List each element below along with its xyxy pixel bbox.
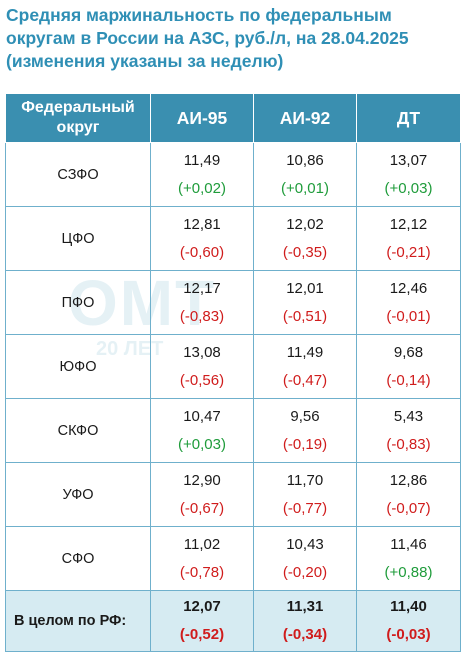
table-row: УФО 12,90 (-0,67) 11,70 (-0,77) 12,86 (-0,07) (5, 462, 461, 527)
total-label: В целом по РФ: (5, 590, 151, 652)
cell-dt: 5,43 (-0,83) (356, 398, 461, 463)
cell-ai92: 12,01 (-0,51) (253, 270, 357, 335)
region-name: ЮФО (5, 334, 151, 399)
cell-ai92: 10,43 (-0,20) (253, 526, 357, 591)
table-row: СЗФО 11,49 (+0,02) 10,86 (+0,01) 13,07 (+0,03) (5, 142, 461, 207)
weekly-change: (+0,03) (178, 435, 226, 453)
table-row: СКФО 10,47 (+0,03) 9,56 (-0,19) 5,43 (-0,83) (5, 398, 461, 463)
header-dt: ДТ (356, 93, 461, 143)
weekly-change: (-0,35) (282, 243, 328, 261)
cell-ai92: 10,86 (+0,01) (253, 142, 357, 207)
weekly-change: (-0,78) (179, 563, 225, 581)
weekly-change: (-0,83) (179, 307, 225, 325)
weekly-change: (-0,19) (282, 435, 328, 453)
weekly-change: (+0,02) (178, 179, 226, 197)
weekly-change: (-0,20) (282, 563, 328, 581)
margin-value: 12,07 (183, 598, 221, 615)
margin-value: 11,40 (390, 598, 427, 615)
cell-ai92: 11,49 (-0,47) (253, 334, 357, 399)
region-name: ЦФО (5, 206, 151, 271)
margin-value: 12,81 (183, 215, 221, 233)
margin-value: 12,12 (389, 215, 428, 233)
cell-ai95: 10,47 (+0,03) (150, 398, 254, 463)
header-ai95: АИ-95 (150, 93, 254, 143)
margin-value: 12,90 (183, 471, 221, 489)
margin-value: 5,43 (393, 407, 424, 425)
margin-value: 12,02 (286, 215, 324, 233)
weekly-change: (-0,47) (282, 371, 328, 389)
margin-value: 12,17 (183, 279, 221, 297)
table-row: СФО 11,02 (-0,78) 10,43 (-0,20) 11,46 (+0,88) (5, 526, 461, 591)
margin-value: 10,43 (286, 535, 324, 553)
margin-value: 11,49 (183, 151, 221, 169)
margin-value: 10,86 (286, 151, 324, 169)
margin-value: 12,01 (286, 279, 324, 297)
margin-value: 9,68 (393, 343, 424, 361)
cell-ai95: 11,02 (-0,78) (150, 526, 254, 591)
region-name: СЗФО (5, 142, 151, 207)
cell-ai92: 9,56 (-0,19) (253, 398, 357, 463)
weekly-change: (-0,07) (386, 499, 431, 517)
cell-dt: 12,12 (-0,21) (356, 206, 461, 271)
header-ai92: АИ-92 (253, 93, 357, 143)
cell-ai92: 11,31 (-0,34) (253, 590, 357, 652)
header-row: Федеральный округ АИ-95 АИ-92 ДТ (5, 93, 461, 143)
chart-title: Средняя маржинальность по федеральным ок… (6, 5, 409, 71)
weekly-change: (-0,34) (282, 626, 328, 643)
cell-dt: 9,68 (-0,14) (356, 334, 461, 399)
margin-value: 11,31 (286, 598, 324, 615)
header-region: Федеральный округ (5, 93, 151, 143)
weekly-change: (-0,60) (179, 243, 225, 261)
weekly-change: (-0,03) (386, 626, 431, 643)
cell-ai95: 12,90 (-0,67) (150, 462, 254, 527)
margin-value: 12,86 (389, 471, 428, 489)
weekly-change: (+0,88) (384, 563, 433, 581)
margin-value: 10,47 (183, 407, 221, 425)
cell-ai92: 11,70 (-0,77) (253, 462, 357, 527)
weekly-change: (+0,01) (281, 179, 329, 197)
table-row: ЦФО 12,81 (-0,60) 12,02 (-0,35) 12,12 (-0,21) (5, 206, 461, 271)
margin-value: 11,46 (390, 535, 427, 553)
weekly-change: (-0,67) (179, 499, 225, 517)
weekly-change: (-0,51) (282, 307, 328, 325)
region-name: СФО (5, 526, 151, 591)
weekly-change: (-0,21) (386, 243, 431, 261)
cell-dt: 11,46 (+0,88) (356, 526, 461, 591)
cell-dt: 13,07 (+0,03) (356, 142, 461, 207)
margin-value: 11,49 (286, 343, 324, 361)
cell-ai92: 12,02 (-0,35) (253, 206, 357, 271)
margin-value: 12,46 (389, 279, 428, 297)
weekly-change: (-0,01) (386, 307, 431, 325)
margin-value: 11,70 (286, 471, 324, 489)
margin-value: 13,08 (183, 343, 221, 361)
cell-dt: 12,86 (-0,07) (356, 462, 461, 527)
region-name: УФО (5, 462, 151, 527)
cell-ai95: 12,81 (-0,60) (150, 206, 254, 271)
cell-dt: 11,40 (-0,03) (356, 590, 461, 652)
cell-dt: 12,46 (-0,01) (356, 270, 461, 335)
weekly-change: (-0,77) (282, 499, 328, 517)
cell-ai95: 13,08 (-0,56) (150, 334, 254, 399)
margin-value: 9,56 (290, 407, 320, 425)
table-row: ПФО 12,17 (-0,83) 12,01 (-0,51) 12,46 (-0,01) (5, 270, 461, 335)
margin-value: 13,07 (389, 151, 428, 169)
margin-table: Федеральный округ АИ-95 АИ-92 ДТ СЗФО 11,… (5, 93, 461, 652)
margin-value: 11,02 (183, 535, 221, 553)
region-name: ПФО (5, 270, 151, 335)
cell-ai95: 12,07 (-0,52) (150, 590, 254, 652)
weekly-change: (+0,03) (384, 179, 433, 197)
table-row: ЮФО 13,08 (-0,56) 11,49 (-0,47) 9,68 (-0,14) (5, 334, 461, 399)
total-row: В целом по РФ: 12,07 (-0,52) 11,31 (-0,34) 11… (5, 590, 461, 652)
weekly-change: (-0,83) (386, 435, 431, 453)
weekly-change: (-0,56) (179, 371, 225, 389)
weekly-change: (-0,52) (179, 626, 225, 643)
weekly-change: (-0,14) (386, 371, 431, 389)
cell-ai95: 11,49 (+0,02) (150, 142, 254, 207)
cell-ai95: 12,17 (-0,83) (150, 270, 254, 335)
region-name: СКФО (5, 398, 151, 463)
